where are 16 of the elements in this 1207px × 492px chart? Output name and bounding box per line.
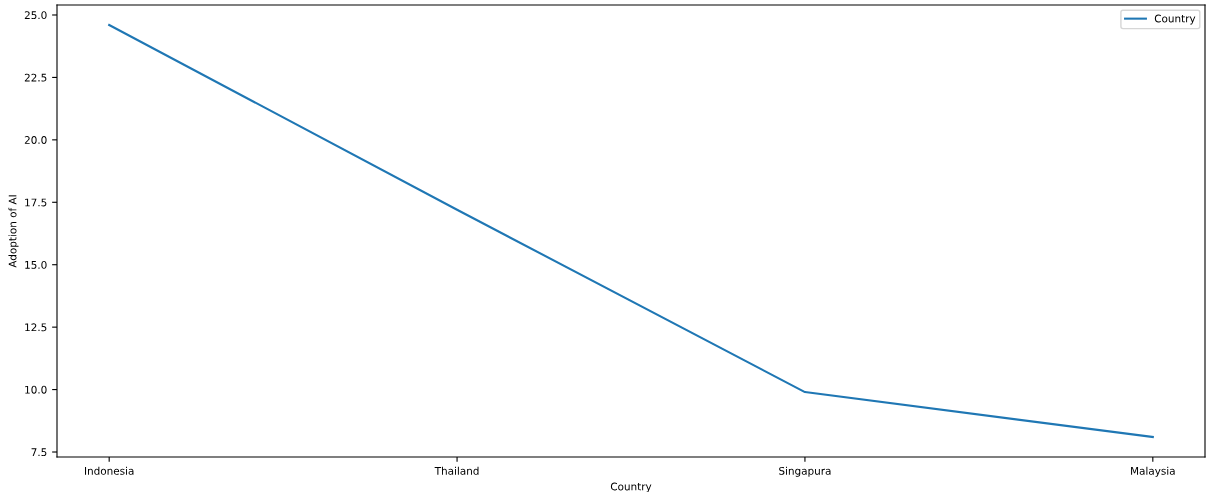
y-tick-label: 7.5 — [31, 448, 47, 457]
x-tick-label: Malaysia — [1131, 466, 1175, 477]
y-tick-label: 12.5 — [25, 323, 47, 332]
y-tick-label: 22.5 — [24, 73, 47, 82]
x-axis-title: Country — [610, 482, 652, 492]
legend-label: Country — [1154, 14, 1196, 25]
line-series — [108, 23, 1154, 439]
y-tick-label: 10.0 — [25, 385, 47, 394]
y-tick-label: 20.0 — [24, 136, 47, 144]
x-tick-label: Thailand — [434, 466, 479, 475]
x-tick-label: Indonesia — [85, 466, 134, 475]
y-tick-label: 25.0 — [24, 11, 47, 20]
y-axis-title: Adoption of AI — [8, 195, 19, 268]
y-tick-label: 15.0 — [25, 260, 47, 269]
y-tick-label: 17.5 — [25, 198, 47, 207]
x-tick-label: Singapura — [779, 466, 831, 477]
